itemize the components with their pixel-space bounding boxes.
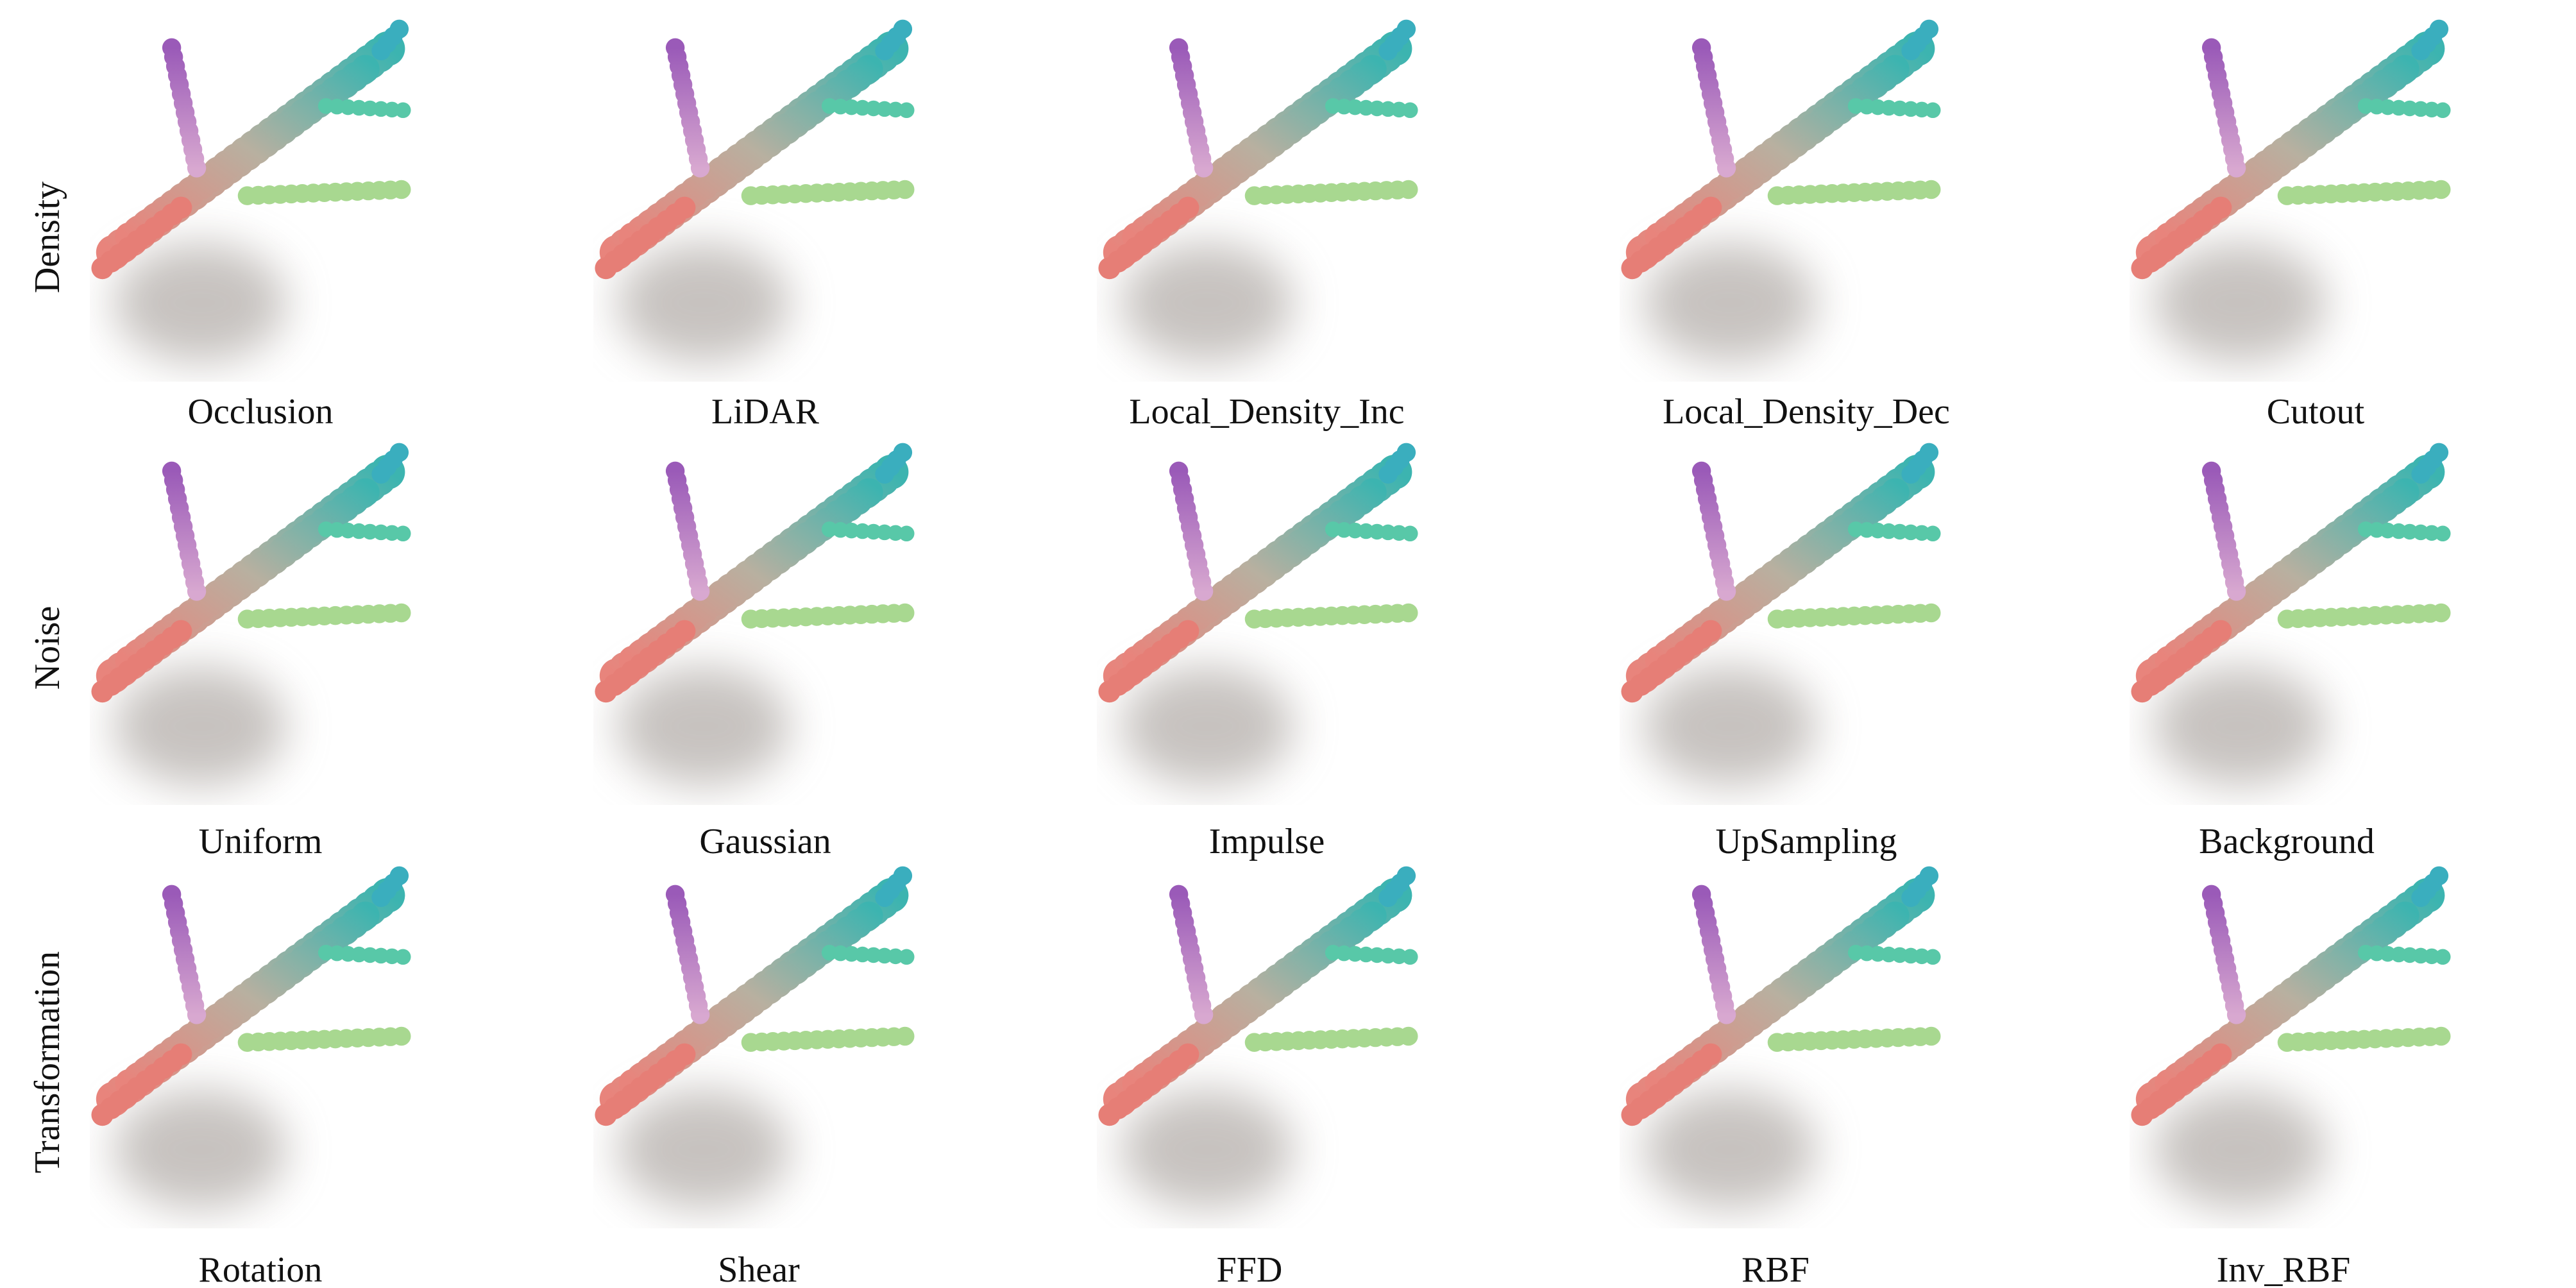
point-cloud: [103, 446, 413, 786]
point-cloud: [606, 446, 917, 786]
panel-caption: UpSampling: [1715, 822, 1897, 861]
point-cloud: [103, 22, 413, 362]
point-cloud: [103, 869, 413, 1209]
point-cloud: [2142, 22, 2453, 362]
point-cloud: [606, 22, 917, 362]
row-label: Density: [28, 182, 67, 293]
panel-caption: Inv_RBF: [2217, 1250, 2351, 1288]
row-label: Transformation: [28, 951, 67, 1173]
panel-caption: Shear: [718, 1250, 800, 1288]
point-cloud: [1632, 869, 1943, 1209]
panel-caption: Gaussian: [699, 822, 831, 861]
panel-caption: RBF: [1741, 1250, 1809, 1288]
point-cloud: [1110, 22, 1420, 362]
point-cloud: [1110, 446, 1420, 786]
point-cloud: [1632, 22, 1943, 362]
panel-caption: Local_Density_Dec: [1663, 392, 1950, 432]
point-cloud: [2142, 446, 2453, 786]
row-label: Noise: [28, 606, 67, 690]
point-cloud: [1632, 446, 1943, 786]
panel-caption: Cutout: [2267, 392, 2365, 432]
point-cloud: [2142, 869, 2453, 1209]
illustrations: [103, 22, 2453, 1209]
panel-caption: FFD: [1217, 1250, 1283, 1288]
panel-caption: LiDAR: [711, 392, 820, 432]
panel-caption: Occlusion: [187, 392, 333, 432]
panel-caption: Uniform: [199, 822, 323, 861]
panel-caption: Background: [2199, 822, 2375, 861]
panel-caption: Rotation: [199, 1250, 323, 1288]
point-cloud: [1110, 869, 1420, 1209]
point-cloud: [606, 869, 917, 1209]
panel-caption: Local_Density_Inc: [1129, 392, 1404, 432]
panel-caption: Impulse: [1209, 822, 1325, 861]
